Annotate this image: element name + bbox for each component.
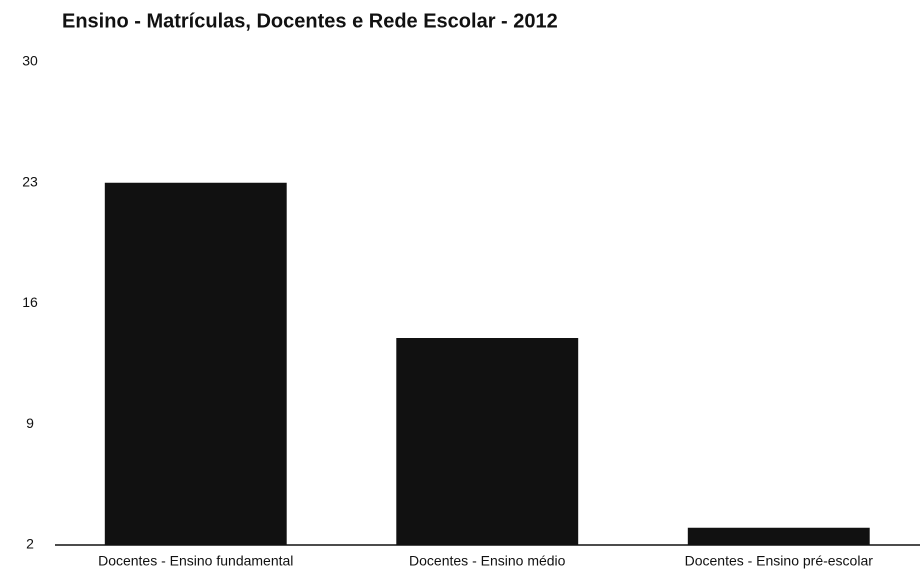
y-tick-label: 16 [22, 294, 38, 310]
x-tick-label: Docentes - Ensino fundamental [98, 553, 293, 569]
y-tick-label: 2 [26, 536, 34, 552]
chart-title: Ensino - Matrículas, Docentes e Rede Esc… [62, 10, 558, 32]
y-tick-label: 9 [26, 415, 34, 431]
y-tick-label: 30 [22, 53, 38, 69]
y-tick-label: 23 [22, 173, 38, 189]
bar [687, 527, 870, 545]
bar [396, 338, 579, 545]
bar [104, 182, 287, 545]
x-tick-label: Docentes - Ensino médio [409, 553, 566, 569]
x-tick-label: Docentes - Ensino pré-escolar [685, 553, 874, 569]
